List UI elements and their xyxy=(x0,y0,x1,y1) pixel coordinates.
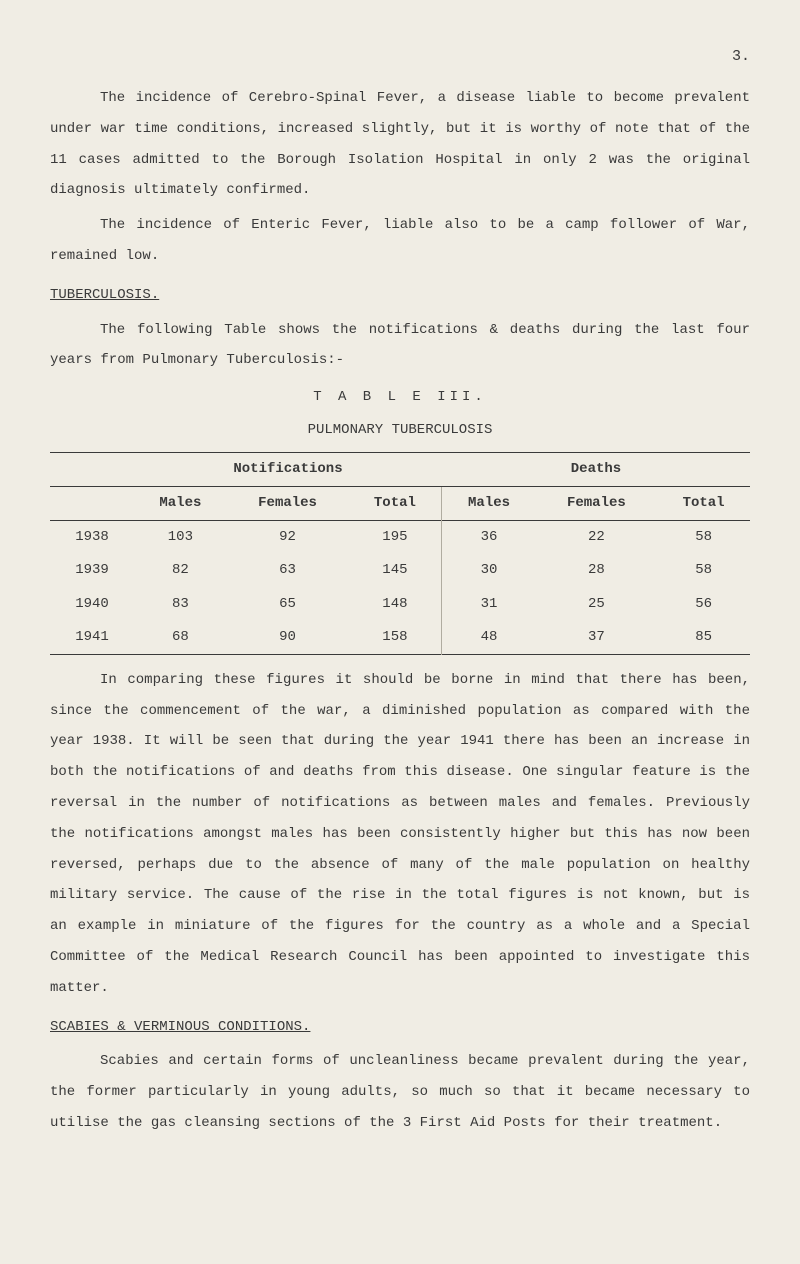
table-col-females-n: Females xyxy=(227,486,349,520)
table-row: 1941 68 90 158 48 37 85 xyxy=(50,621,750,655)
table-header-deaths: Deaths xyxy=(442,452,750,486)
cell: 22 xyxy=(536,521,658,555)
cell: 68 xyxy=(134,621,227,655)
table-col-total-n: Total xyxy=(348,486,442,520)
table-col-males-n: Males xyxy=(134,486,227,520)
table-title: T A B L E III. xyxy=(50,382,750,413)
cell: 103 xyxy=(134,521,227,555)
paragraph-2: The incidence of Enteric Fever, liable a… xyxy=(50,210,750,272)
cell: 1939 xyxy=(50,554,134,587)
cell: 195 xyxy=(348,521,442,555)
heading-tuberculosis: TUBERCULOSIS. xyxy=(50,280,750,311)
cell: 37 xyxy=(536,621,658,655)
paragraph-4: In comparing these figures it should be … xyxy=(50,665,750,1004)
cell: 1941 xyxy=(50,621,134,655)
table-subtitle: PULMONARY TUBERCULOSIS xyxy=(50,415,750,446)
cell: 1940 xyxy=(50,588,134,621)
cell: 148 xyxy=(348,588,442,621)
table-col-total-d: Total xyxy=(657,486,750,520)
cell: 58 xyxy=(657,554,750,587)
cell: 36 xyxy=(442,521,536,555)
cell: 82 xyxy=(134,554,227,587)
cell: 58 xyxy=(657,521,750,555)
paragraph-5: Scabies and certain forms of uncleanline… xyxy=(50,1046,750,1138)
cell: 28 xyxy=(536,554,658,587)
table-header-blank xyxy=(50,452,134,486)
cell: 31 xyxy=(442,588,536,621)
cell: 83 xyxy=(134,588,227,621)
cell: 92 xyxy=(227,521,349,555)
cell: 63 xyxy=(227,554,349,587)
cell: 158 xyxy=(348,621,442,655)
cell: 145 xyxy=(348,554,442,587)
paragraph-1: The incidence of Cerebro-Spinal Fever, a… xyxy=(50,83,750,206)
cell: 1938 xyxy=(50,521,134,555)
table-row: 1938 103 92 195 36 22 58 xyxy=(50,521,750,555)
table-col-females-d: Females xyxy=(536,486,658,520)
table-row: 1939 82 63 145 30 28 58 xyxy=(50,554,750,587)
table-row: 1940 83 65 148 31 25 56 xyxy=(50,588,750,621)
table-col-year xyxy=(50,486,134,520)
cell: 48 xyxy=(442,621,536,655)
cell: 56 xyxy=(657,588,750,621)
cell: 90 xyxy=(227,621,349,655)
page-number: 3. xyxy=(50,40,750,73)
cell: 65 xyxy=(227,588,349,621)
heading-scabies: SCABIES & VERMINOUS CONDITIONS. xyxy=(50,1012,750,1043)
table-col-males-d: Males xyxy=(442,486,536,520)
cell: 85 xyxy=(657,621,750,655)
tuberculosis-table: Notifications Deaths Males Females Total… xyxy=(50,452,750,655)
table-header-notifications: Notifications xyxy=(134,452,442,486)
cell: 30 xyxy=(442,554,536,587)
cell: 25 xyxy=(536,588,658,621)
paragraph-3: The following Table shows the notificati… xyxy=(50,315,750,377)
